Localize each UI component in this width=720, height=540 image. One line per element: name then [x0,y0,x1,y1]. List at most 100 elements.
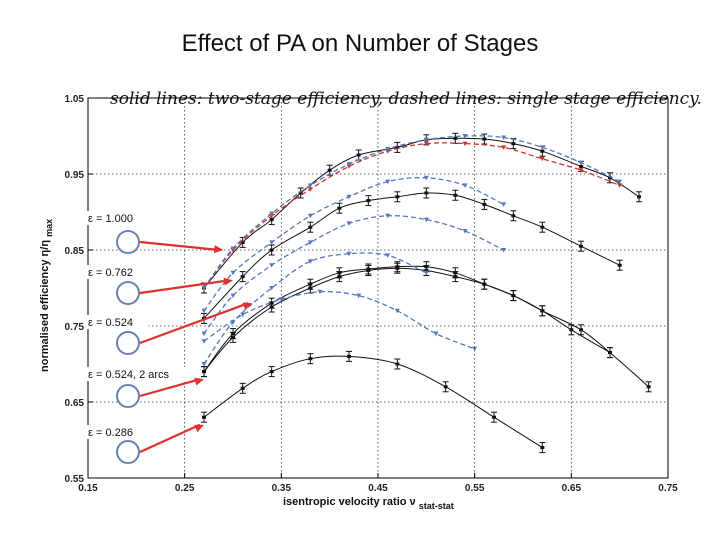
series-10 [201,289,478,352]
series-7 [201,175,507,314]
y-tick-label: 0.55 [65,474,85,485]
red-arrow-head [194,424,204,433]
data-point [423,141,429,147]
data-point [346,162,352,167]
data-point [423,270,429,276]
data-point [578,168,584,173]
data-point [356,293,362,299]
data-point [492,415,496,419]
data-point [433,331,439,337]
data-point [423,217,429,223]
data-point [385,179,391,185]
y-axis-label-sub: max [44,219,54,237]
data-point [617,179,623,185]
x-tick-label: 0.15 [78,483,98,494]
y-tick-label: 0.65 [65,398,85,409]
data-point [201,286,207,291]
data-point [424,269,429,273]
data-point [240,386,245,390]
data-point [395,195,400,199]
series-8 [201,213,507,337]
data-point [317,289,323,295]
epsilon-annotation: ε = 0.286 [86,423,204,464]
data-point [366,199,371,203]
series-line [203,291,475,350]
data-point [646,385,651,389]
data-point [202,370,206,374]
epsilon-label: ε = 0.762 [88,267,133,279]
data-point [307,259,313,264]
data-point [539,156,545,162]
x-axis-label-main: isentropic velocity ratio ν [283,496,416,508]
data-point [202,415,206,419]
epsilon-label-bg [86,265,149,279]
data-point [346,194,352,200]
epsilon-annotation: ε = 0.762 [86,265,233,305]
data-point [443,385,448,389]
red-arrow-head [213,245,224,254]
series-line [203,265,611,372]
data-point [230,246,236,251]
data-point [346,221,352,226]
data-point [395,362,400,366]
data-point [462,141,468,147]
data-point [472,346,478,352]
slide-title: Effect of PA on Number of Stages [181,30,539,57]
data-point [579,328,583,332]
data-point [511,294,516,298]
data-point [482,282,487,286]
epsilon-marker-circle [116,331,140,355]
data-point [540,225,545,229]
red-arrow-head [194,377,204,386]
series-5 [201,141,623,291]
data-point [453,275,458,279]
data-point [240,312,246,318]
epsilon-label-bg [86,425,149,439]
data-point [308,357,313,361]
series-1 [201,187,623,324]
red-arrow-shaft [139,378,201,398]
data-point [482,137,487,141]
data-point [501,145,507,150]
y-tick-label: 1.05 [65,94,85,105]
x-tick-label: 0.65 [562,483,582,494]
data-point [269,370,274,374]
chart-title: solid lines: two-stage efficiency, dashe… [110,89,702,109]
data-point [337,275,342,279]
data-point [327,168,332,172]
epsilon-marker-circle [116,281,140,305]
x-tick-label: 0.55 [465,483,485,494]
epsilon-label: ε = 0.286 [88,427,133,439]
series-line [203,192,620,319]
epsilon-marker-circle [116,384,140,408]
data-point [269,240,275,245]
red-arrow-head [223,277,233,286]
y-tick-label: 0.95 [65,170,85,181]
data-point [278,297,284,302]
data-point [307,240,313,245]
y-axis-label: normalised efficiency η/η max [39,219,54,372]
data-point [308,225,313,229]
y-axis-label-main: normalised efficiency η/η [39,240,51,372]
data-point [501,248,507,253]
red-arrow-shaft [139,240,220,252]
series-group [201,132,652,454]
data-point [453,193,458,197]
epsilon-label-bg [86,367,201,381]
data-point [540,446,545,450]
data-point [395,266,400,270]
data-point [482,202,487,206]
data-point [569,328,574,332]
data-point [453,136,458,140]
y-tick-label: 0.85 [65,246,85,257]
data-point [608,176,612,180]
data-point [201,339,207,344]
data-point [423,137,429,143]
data-point [385,146,391,152]
data-point [501,202,507,207]
data-point [269,211,275,217]
data-point [511,214,516,218]
x-tick-label: 0.75 [658,483,678,494]
data-point [579,164,583,168]
data-point [307,213,313,219]
